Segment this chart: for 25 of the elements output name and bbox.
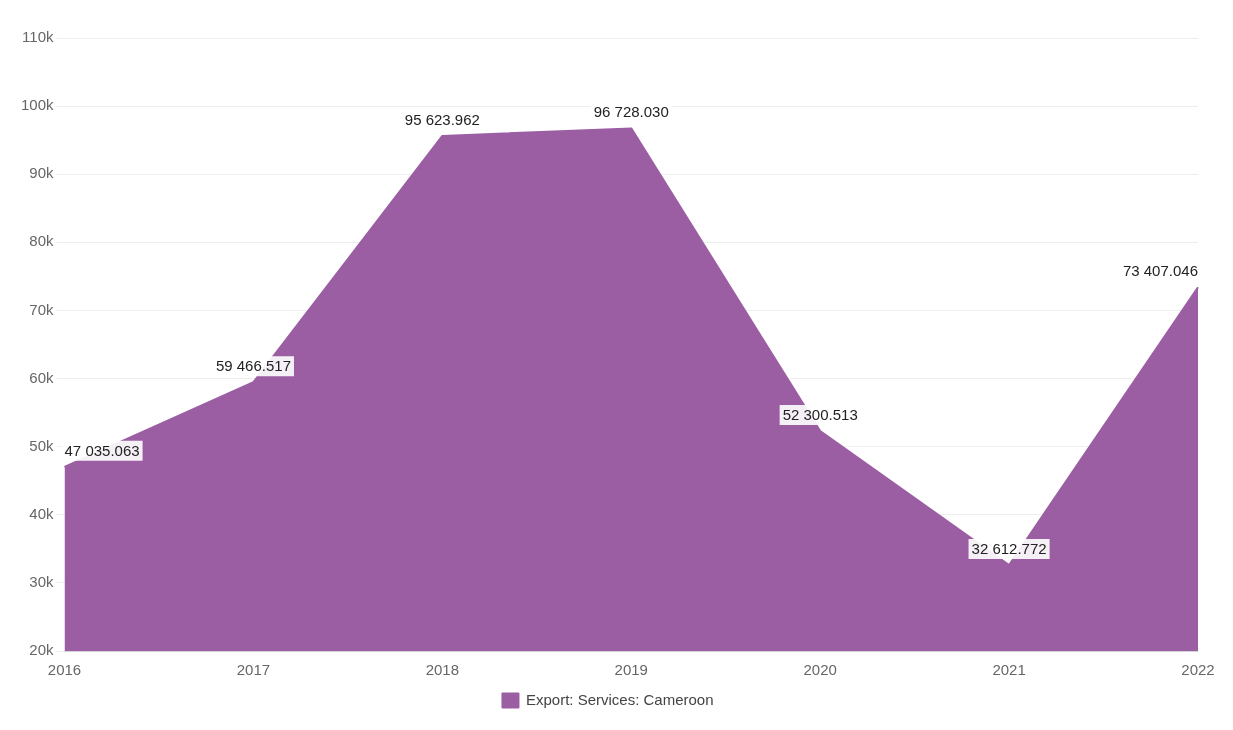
data-label: 47 035.063: [64, 441, 140, 459]
x-tick-label: 2016: [47, 661, 82, 679]
y-tick-label: 50k: [29, 436, 55, 454]
x-tick-label: 2017: [236, 661, 271, 679]
x-tick-label: 2021: [992, 661, 1026, 679]
y-tick-label: 30k: [29, 573, 55, 591]
data-label: 59 466.517: [215, 356, 291, 374]
data-label: 32 612.772: [971, 539, 1047, 557]
y-tick-label: 40k: [29, 504, 55, 522]
data-label: 96 728.030: [593, 103, 669, 121]
y-tick-label: 60k: [29, 368, 55, 386]
x-tick-label: 2022: [1181, 661, 1215, 679]
y-tick-label: 100k: [21, 96, 55, 114]
x-tick-label: 2020: [803, 661, 837, 679]
y-tick-label: 80k: [29, 232, 55, 250]
data-label: 73 407.046: [1122, 261, 1198, 279]
y-tick-label: 70k: [29, 300, 55, 318]
x-tick-label: 2018: [425, 661, 460, 679]
data-label: 95 623.962: [404, 110, 480, 128]
data-label: 52 300.513: [782, 405, 858, 423]
legend-label: Export: Services: Cameroon: [525, 690, 714, 708]
y-tick-label: 90k: [29, 164, 55, 182]
y-tick-label: 110k: [22, 28, 55, 46]
x-tick-label: 2019: [614, 661, 648, 679]
y-tick-label: 20k: [29, 641, 55, 659]
